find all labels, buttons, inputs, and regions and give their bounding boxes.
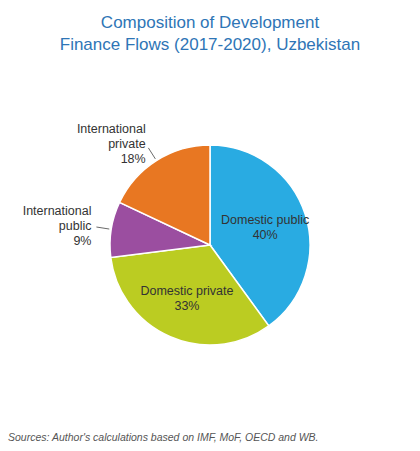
data-label: 33%: [174, 299, 199, 313]
slice: [120, 145, 210, 245]
data-label: 18%: [121, 152, 146, 166]
leader-line: [96, 227, 109, 229]
slice-label: Domestic private: [140, 284, 233, 298]
leader-line: [148, 148, 155, 159]
title: Composition of DevelopmentFinance Flows …: [60, 13, 360, 54]
slice: [111, 245, 269, 345]
labels: Domestic public40% Domestic private33% Int…: [23, 122, 310, 313]
source-note: Sources: Author's calculations based on …: [8, 431, 319, 443]
chart: Composition of DevelopmentFinance Flows …: [0, 0, 420, 451]
slice-label: Internationalpublic: [23, 204, 92, 233]
data-label: 40%: [253, 228, 278, 242]
slice-label: Internationalprivate: [77, 122, 146, 151]
pie: [110, 145, 310, 345]
slice-label: Domestic public: [221, 213, 309, 227]
data-label: 9%: [73, 234, 91, 248]
